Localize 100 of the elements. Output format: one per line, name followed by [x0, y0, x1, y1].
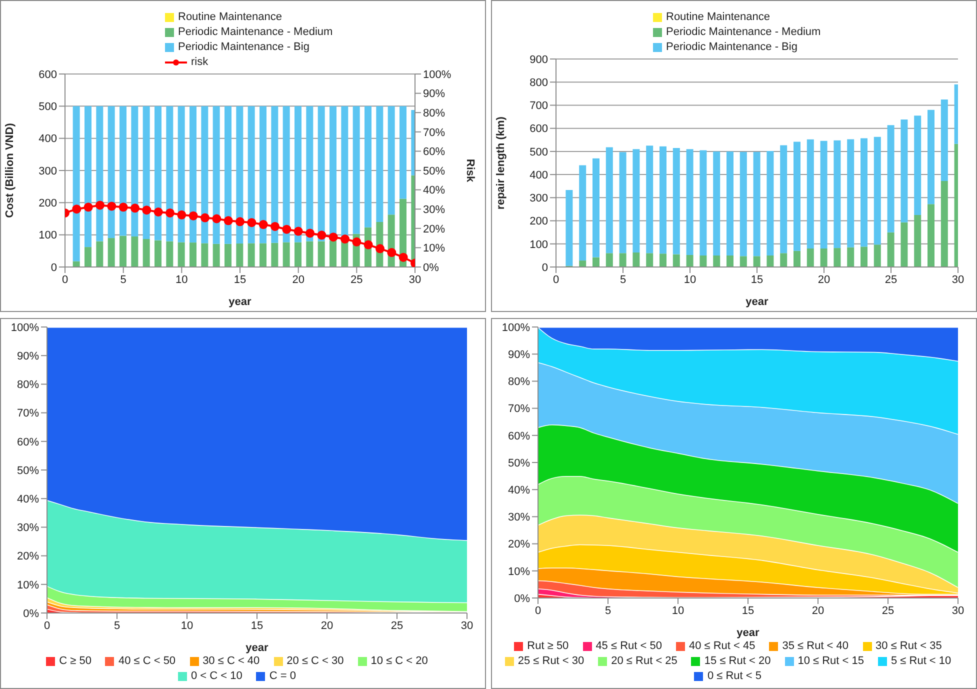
- y2-tick-label: 80%: [423, 108, 446, 120]
- y-tick-label: 70%: [508, 403, 530, 416]
- bar: [900, 222, 908, 267]
- point: [294, 226, 303, 236]
- bar: [672, 254, 680, 267]
- legend-label: Routine Maintenance: [178, 11, 282, 23]
- bar: [72, 106, 80, 262]
- bar: [108, 106, 115, 238]
- bar: [282, 242, 290, 267]
- y-tick-label: 40%: [16, 494, 40, 506]
- legend-label: Periodic Maintenance - Medium: [178, 26, 333, 38]
- bar: [131, 236, 138, 267]
- x-tick-label: 25: [884, 274, 898, 286]
- y-tick-label: 100: [38, 230, 57, 242]
- bar: [201, 106, 208, 244]
- bar: [72, 261, 80, 267]
- x-tick-label: 20: [320, 620, 334, 632]
- bar: [700, 255, 707, 267]
- legend-label: 30 ≤ C < 40: [202, 655, 260, 667]
- legend-label: risk: [191, 56, 208, 68]
- bar: [660, 254, 666, 267]
- bar: [318, 241, 325, 267]
- y-tick-label: 300: [530, 192, 548, 205]
- y-tick-label: 20%: [508, 538, 530, 551]
- bar: [780, 253, 788, 267]
- x-tick-label: 15: [234, 274, 246, 286]
- point: [142, 206, 152, 215]
- y-tick-label: 10%: [16, 579, 40, 592]
- bar: [700, 150, 707, 256]
- y-tick-label: 300: [38, 165, 57, 178]
- bar: [887, 125, 894, 232]
- x-tick-label: 0: [62, 274, 68, 286]
- bar: [726, 255, 734, 267]
- bar: [632, 252, 640, 267]
- bar: [660, 146, 666, 254]
- bar: [820, 248, 828, 267]
- x-tick-label: 20: [812, 604, 824, 617]
- x-tick-label: 5: [604, 604, 612, 617]
- bar: [120, 106, 126, 236]
- y-tick-label: 40%: [508, 484, 530, 497]
- bar: [726, 151, 734, 256]
- y-tick-label: 30%: [508, 512, 530, 524]
- bar: [212, 106, 220, 244]
- point: [118, 202, 128, 212]
- bar: [96, 241, 104, 267]
- x-tick-label: 10: [180, 620, 194, 632]
- bar: [766, 255, 774, 267]
- bar: [201, 243, 208, 267]
- legend-label: Periodic Maintenance - Big: [666, 41, 798, 53]
- legend-label: Periodic Maintenance - Big: [178, 41, 310, 53]
- point: [398, 252, 408, 262]
- legend-label: Routine Maintenance: [666, 11, 770, 23]
- x-tick-label: 10: [672, 604, 684, 617]
- bar: [619, 152, 626, 254]
- legend-label: 15 ≤ Rut < 20: [704, 655, 771, 667]
- bar: [860, 246, 868, 267]
- point: [340, 234, 350, 244]
- bar: [178, 106, 185, 242]
- point: [154, 207, 163, 216]
- bar: [887, 232, 894, 267]
- point: [212, 214, 222, 224]
- legend-label: 30 ≤ Rut < 35: [876, 640, 942, 652]
- point: [72, 204, 82, 214]
- bar: [142, 106, 150, 240]
- point: [188, 211, 198, 220]
- bar: [914, 215, 922, 267]
- x-axis-title: year: [246, 642, 270, 654]
- point: [258, 220, 268, 230]
- bar: [874, 136, 881, 245]
- bar: [794, 142, 800, 251]
- x-axis-title: year: [736, 627, 760, 639]
- bar: [120, 236, 126, 267]
- x-tick-label: 30: [952, 604, 964, 617]
- bar: [592, 158, 600, 258]
- bar: [294, 242, 302, 267]
- bar: [260, 106, 266, 244]
- bar: [713, 255, 720, 267]
- bar: [914, 116, 922, 215]
- x-axis-title: year: [228, 296, 252, 308]
- legend-label: Periodic Maintenance - Medium: [666, 26, 821, 38]
- bar: [388, 106, 395, 215]
- bar: [154, 106, 162, 240]
- y-tick-label: 900: [530, 54, 548, 66]
- legend-label: C ≥ 50: [59, 655, 92, 667]
- y2-tick-label: 100%: [423, 68, 452, 81]
- y-tick-label: 500: [530, 146, 548, 158]
- point: [200, 213, 210, 222]
- bar: [306, 241, 314, 267]
- legend-label: 10 ≤ Rut < 15: [798, 655, 864, 667]
- y-tick-label: 90%: [16, 350, 40, 363]
- y-axis-title: repair length (km): [494, 116, 507, 210]
- bar: [212, 244, 220, 267]
- y-tick-label: 600: [38, 68, 57, 81]
- x-tick-label: 20: [292, 274, 304, 286]
- x-tick-label: 15: [250, 620, 264, 632]
- y-axis-title: Cost (Billion VND): [4, 122, 16, 218]
- bar: [352, 106, 360, 234]
- x-tick-label: 5: [114, 620, 120, 632]
- bar: [330, 106, 336, 241]
- point: [328, 232, 338, 242]
